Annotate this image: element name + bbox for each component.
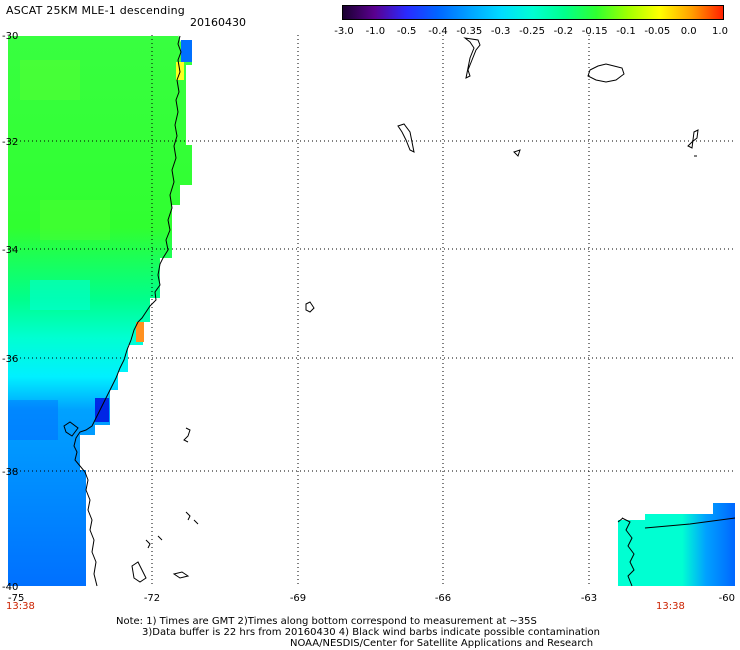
lat-label: -40	[2, 582, 18, 593]
lat-label: -36	[2, 354, 18, 365]
lon-label: -75	[8, 593, 24, 604]
lon-label: -72	[144, 593, 160, 604]
note-line-2: 3)Data buffer is 22 hrs from 20160430 4)…	[142, 627, 600, 638]
note-line-3: NOAA/NESDIS/Center for Satellite Applica…	[290, 638, 594, 649]
lon-label: -60	[719, 593, 735, 604]
colorbar-label: -0.25	[519, 26, 545, 37]
time-label-right: 13:38	[656, 601, 685, 612]
colorbar-label: -0.05	[644, 26, 671, 37]
blue-pixel-top	[181, 40, 192, 62]
lat-label: -34	[2, 245, 18, 256]
note-line-1: Note: 1) Times are GMT 2)Times along bot…	[116, 616, 537, 627]
colorbar-label: -0.35	[456, 26, 483, 37]
colorbar-label: -0.2	[553, 26, 574, 37]
lat-label: -30	[2, 31, 18, 42]
map-date: 20160430	[190, 16, 246, 29]
swath-left	[8, 35, 192, 586]
colorbar-label: -0.15	[581, 26, 608, 37]
lon-label: -63	[581, 593, 597, 604]
colorbar-labels: -3.0 -1.0 -0.5 -0.4 -0.35 -0.3 -0.25 -0.2 -0.15-…	[330, 26, 734, 38]
colorbar-label: -3.0	[334, 26, 354, 37]
map-title: ASCAT 25KM MLE-1 descending	[6, 4, 185, 17]
lon-label: -66	[435, 593, 451, 604]
colorbar-label: -0.1	[616, 26, 636, 37]
colorbar-label: -0.5	[396, 26, 417, 37]
lon-labels: -75 -72 -69 -66 -63 -60	[8, 593, 735, 604]
colorbar-label: 1.0	[712, 26, 728, 37]
coastline	[63, 35, 736, 587]
colorbar-label: 0.0	[680, 26, 697, 37]
lon-label: -69	[290, 593, 306, 604]
swath-right	[618, 503, 735, 586]
colorbar-label: -0.4	[428, 26, 448, 37]
colorbar-label: -0.3	[490, 26, 511, 37]
orange-pixel	[136, 322, 144, 342]
lat-label: -38	[2, 467, 18, 478]
time-label-left: 13:38	[6, 601, 35, 612]
lat-labels: -30 -32 -34 -36 -38 -40	[2, 31, 18, 593]
colorbar	[342, 5, 724, 20]
lat-label: -32	[2, 137, 18, 148]
colorbar-label: -1.0	[365, 26, 386, 37]
